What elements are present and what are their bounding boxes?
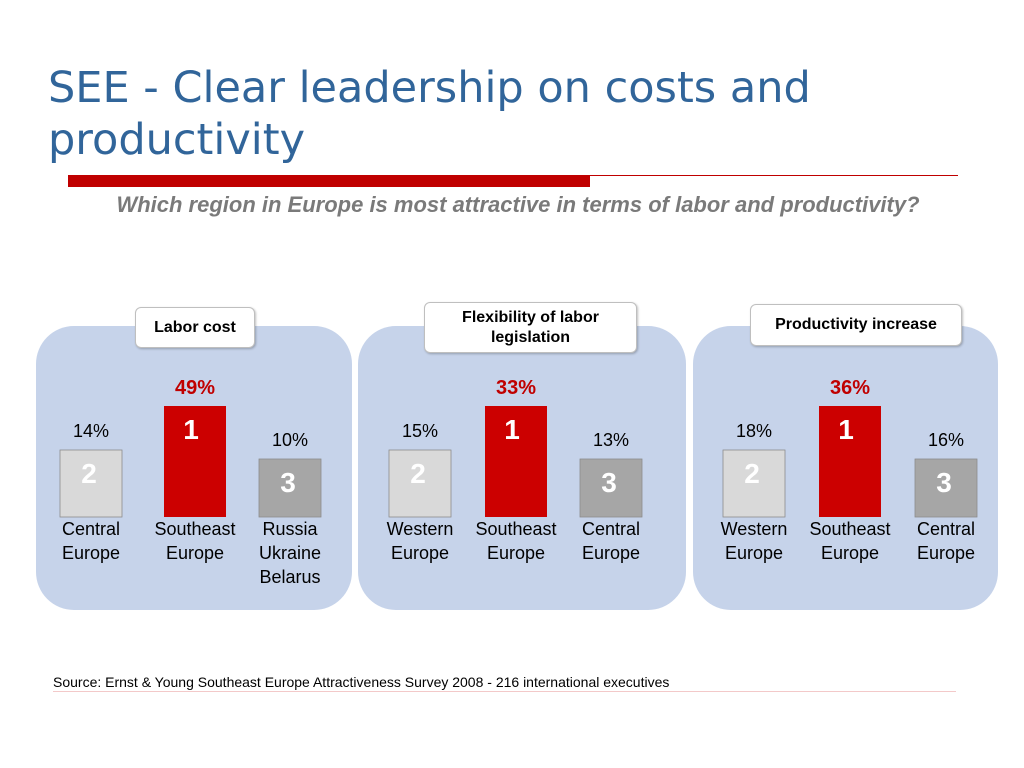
rank-label-0-0: 2 — [81, 458, 97, 489]
category-label-2-0: Western Europe — [721, 519, 788, 563]
category-label-2-2: Central Europe — [917, 519, 975, 563]
category-label-0-0: Central Europe — [62, 519, 120, 563]
title-divider — [68, 175, 958, 187]
bar-2-0 — [722, 449, 786, 518]
bar-1-2 — [579, 458, 643, 518]
rank-label-2-0: 2 — [744, 458, 760, 489]
source-divider — [53, 691, 956, 692]
rank-label-0-2: 3 — [280, 467, 296, 498]
category-label-1-2: Central Europe — [582, 519, 640, 563]
value-label-2-0: 18% — [736, 421, 772, 441]
value-label-1-0: 15% — [402, 421, 438, 441]
rank-label-0-1: 1 — [183, 414, 199, 445]
productivity-label: Productivity increase — [750, 304, 962, 346]
rank-label-2-2: 3 — [936, 467, 952, 498]
category-label-0-1: Southeast Europe — [154, 519, 235, 563]
bar-0-1 — [164, 406, 226, 517]
labor-cost-label: Labor cost — [135, 307, 255, 348]
category-label-1-0: Western Europe — [387, 519, 454, 563]
title-divider-red-bar — [68, 175, 590, 187]
value-label-2-2: 16% — [928, 430, 964, 450]
bar-0-2 — [258, 458, 322, 518]
title-divider-line — [590, 175, 958, 176]
bar-1-0 — [388, 449, 452, 518]
slide-title: SEE - Clear leadership on costs and prod… — [48, 63, 811, 165]
value-label-0-0: 14% — [73, 421, 109, 441]
bar-1-1 — [485, 406, 547, 517]
bar-0-0 — [59, 449, 123, 518]
value-label-1-1: 33% — [496, 377, 536, 399]
bar-2-2 — [914, 458, 978, 518]
category-label-2-1: Southeast Europe — [809, 519, 890, 563]
rank-label-1-2: 3 — [601, 467, 617, 498]
rank-label-1-0: 2 — [410, 458, 426, 489]
category-label-0-2: Russia Ukraine Belarus — [259, 519, 321, 587]
bar-2-1 — [819, 406, 881, 517]
rank-label-1-1: 1 — [504, 414, 520, 445]
slide-subtitle: Which region in Europe is most attractiv… — [116, 192, 920, 217]
category-label-1-1: Southeast Europe — [475, 519, 556, 563]
value-label-1-2: 13% — [593, 430, 629, 450]
value-label-2-1: 36% — [830, 377, 870, 399]
flexibility-label: Flexibility of labor legislation — [424, 302, 637, 353]
value-label-0-1: 49% — [175, 377, 215, 399]
rank-label-2-1: 1 — [838, 414, 854, 445]
source-note: Source: Ernst & Young Southeast Europe A… — [53, 674, 670, 690]
value-label-0-2: 10% — [272, 430, 308, 450]
